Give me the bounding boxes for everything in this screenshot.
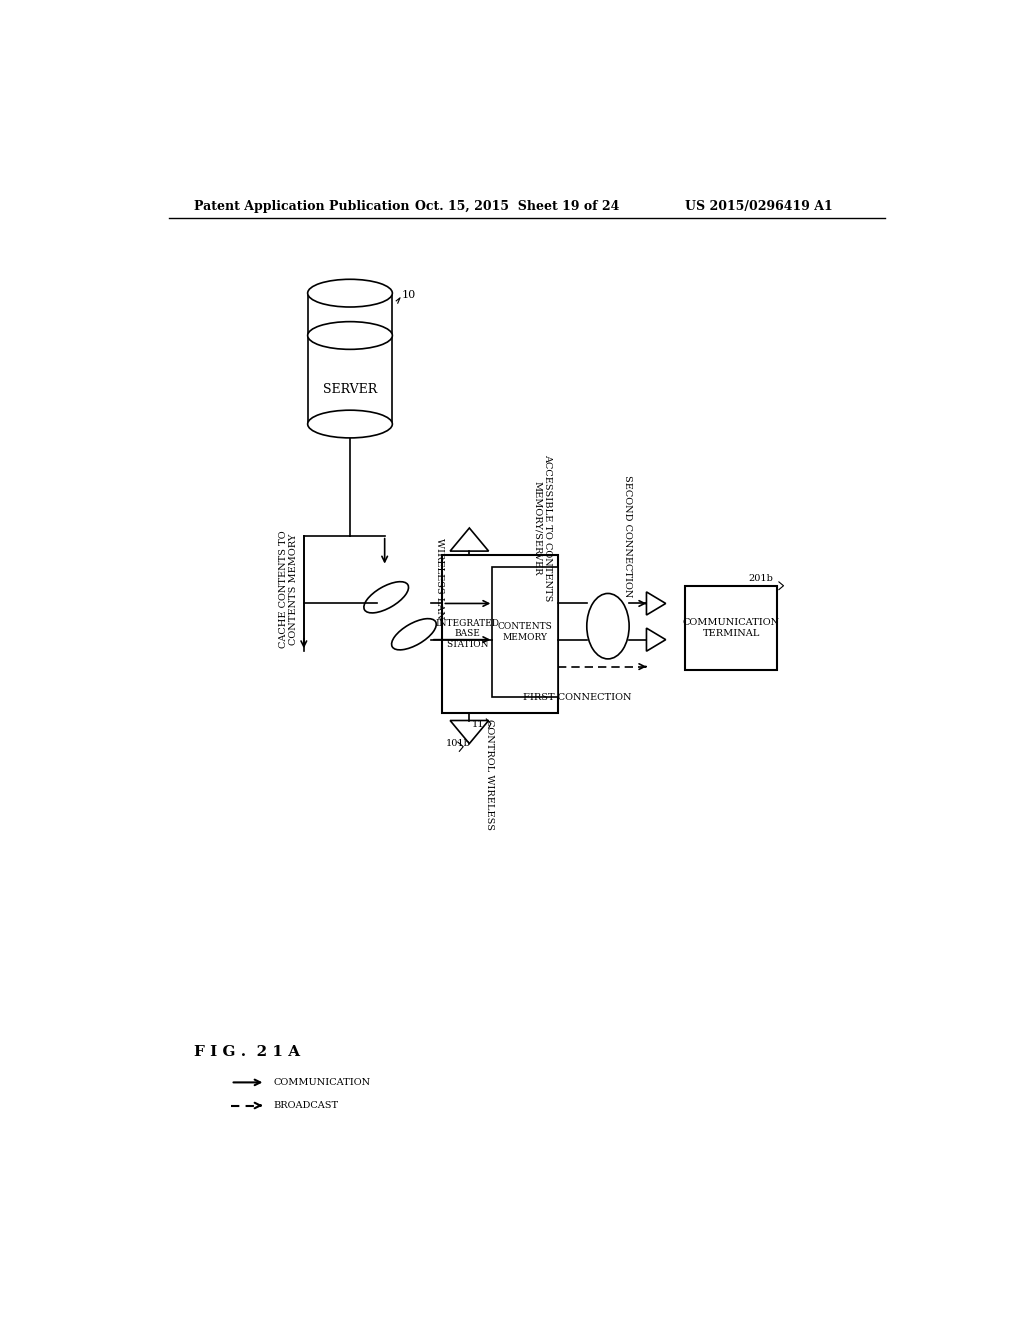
Text: Oct. 15, 2015  Sheet 19 of 24: Oct. 15, 2015 Sheet 19 of 24 (416, 199, 620, 213)
Text: SECOND CONNECTION: SECOND CONNECTION (623, 474, 632, 597)
Polygon shape (451, 528, 488, 552)
Ellipse shape (391, 619, 436, 649)
Text: COMMUNICATION: COMMUNICATION (273, 1078, 370, 1086)
Text: WIRELESS LAN: WIRELESS LAN (435, 537, 443, 619)
Text: CACHE CONTENTS TO
CONTENTS MEMORY: CACHE CONTENTS TO CONTENTS MEMORY (279, 531, 298, 648)
Text: INTEGRATED
BASE
STATION: INTEGRATED BASE STATION (435, 619, 500, 648)
Ellipse shape (587, 594, 629, 659)
Bar (685, 586, 777, 671)
Polygon shape (646, 591, 666, 615)
Text: US 2015/0296419 A1: US 2015/0296419 A1 (685, 199, 833, 213)
Text: 11: 11 (472, 719, 484, 729)
Polygon shape (646, 628, 666, 651)
Text: CONTENTS
MEMORY: CONTENTS MEMORY (498, 622, 553, 642)
Ellipse shape (307, 280, 392, 308)
Text: 201b: 201b (749, 574, 773, 582)
Bar (493, 566, 558, 697)
Text: SERVER: SERVER (323, 383, 377, 396)
Text: Patent Application Publication: Patent Application Publication (194, 199, 410, 213)
Ellipse shape (307, 411, 392, 438)
Polygon shape (451, 721, 488, 743)
Text: F I G .  2 1 A: F I G . 2 1 A (194, 1044, 300, 1059)
Text: ACCESSIBLE TO CONTENTS
MEMORY/SERVER: ACCESSIBLE TO CONTENTS MEMORY/SERVER (532, 454, 552, 602)
Text: 101b: 101b (446, 739, 471, 748)
Text: BROADCAST: BROADCAST (273, 1101, 338, 1110)
Text: CONTROL WIRELESS: CONTROL WIRELESS (484, 719, 494, 830)
Bar (442, 554, 558, 713)
Text: COMMUNICATION
TERMINAL: COMMUNICATION TERMINAL (683, 618, 779, 638)
Text: FIRST CONNECTION: FIRST CONNECTION (523, 693, 632, 702)
Text: 10: 10 (401, 290, 416, 301)
Ellipse shape (307, 322, 392, 350)
Ellipse shape (364, 582, 409, 612)
